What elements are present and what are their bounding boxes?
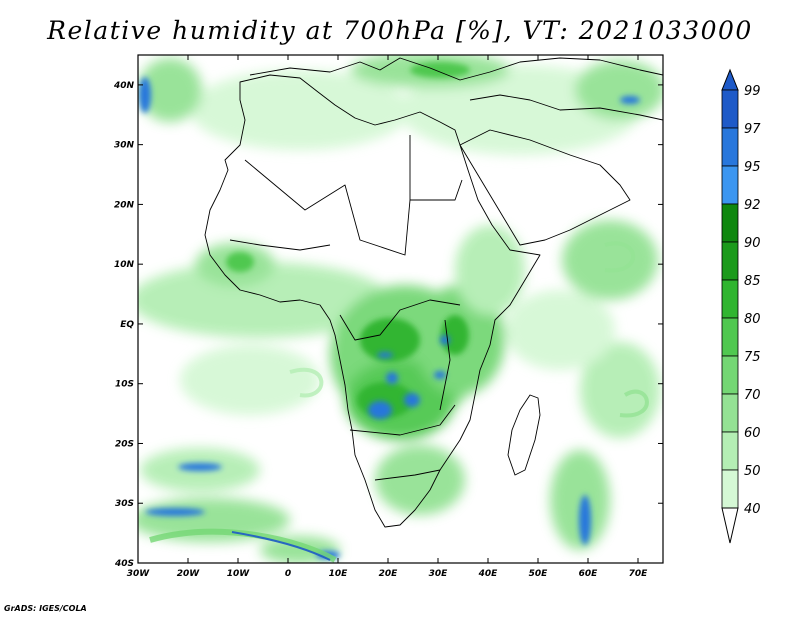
lat-tick-label: 20N [114,200,135,210]
colorbar-segment [721,89,739,129]
latitude-axis: 40N 30N 20N 10N EQ 10S 20S 30S 40S [113,81,663,569]
colorbar-label: 60 [744,426,761,441]
coastlines [204,57,663,528]
colorbar-segment [721,393,739,433]
lon-tick-label: 40E [478,569,499,579]
lat-tick-label: 40N [113,81,135,91]
plot-frame [137,54,664,564]
colorbar-label: 40 [744,502,761,517]
colorbar-segment [721,241,739,281]
lon-tick-label: 20E [379,569,399,579]
humidity-field [138,55,663,563]
lat-tick-label: 40S [114,559,134,569]
lat-tick-label: EQ [120,320,134,330]
colorbar-label: 92 [744,198,761,213]
colorbar-label: 50 [744,464,761,479]
colorbar-segment [721,469,739,509]
lon-tick-label: 30W [127,569,151,579]
colorbar-label: 99 [744,84,761,99]
lon-tick-label: 30E [429,569,449,579]
colorbar-label: 97 [744,122,761,137]
lat-tick-label: 30N [114,141,135,151]
colorbar: 40 50 60 70 75 80 85 90 92 95 97 99 [721,68,761,544]
lon-tick-label: 20W [177,569,201,579]
colorbar-segment [721,317,739,357]
colorbar-segment [721,165,739,205]
colorbar-low-arrow [721,507,739,544]
lat-tick-label: 10N [114,260,135,270]
colorbar-segment [721,431,739,471]
colorbar-label: 75 [744,350,761,365]
colorbar-label: 85 [744,274,761,289]
lon-tick-label: 0 [285,569,291,579]
lon-tick-label: 70E [629,569,649,579]
lon-tick-label: 10W [227,569,251,579]
longitude-axis: 30W 20W 10W 0 10E 20E 30E 40E 50E 60E 70E [127,55,648,579]
map-title: Relative humidity at 700hPa [%], VT: 202… [47,16,753,45]
lon-tick-label: 50E [529,569,549,579]
colorbar-segment [721,127,739,167]
colorbar-label: 80 [744,312,761,327]
lon-tick-label: 10E [329,569,349,579]
colorbar-segment [721,355,739,395]
colorbar-label: 70 [744,388,761,403]
lat-tick-label: 10S [115,380,134,390]
lat-tick-label: 30S [115,499,134,509]
lon-tick-label: 60E [579,569,599,579]
colorbar-segment [721,203,739,243]
lat-tick-label: 20S [115,439,134,449]
colorbar-label: 90 [744,236,761,251]
grads-credit: GrADS: IGES/COLA [4,604,87,613]
colorbar-label: 95 [744,160,761,175]
colorbar-segment [721,279,739,319]
colorbar-high-arrow [721,68,739,91]
